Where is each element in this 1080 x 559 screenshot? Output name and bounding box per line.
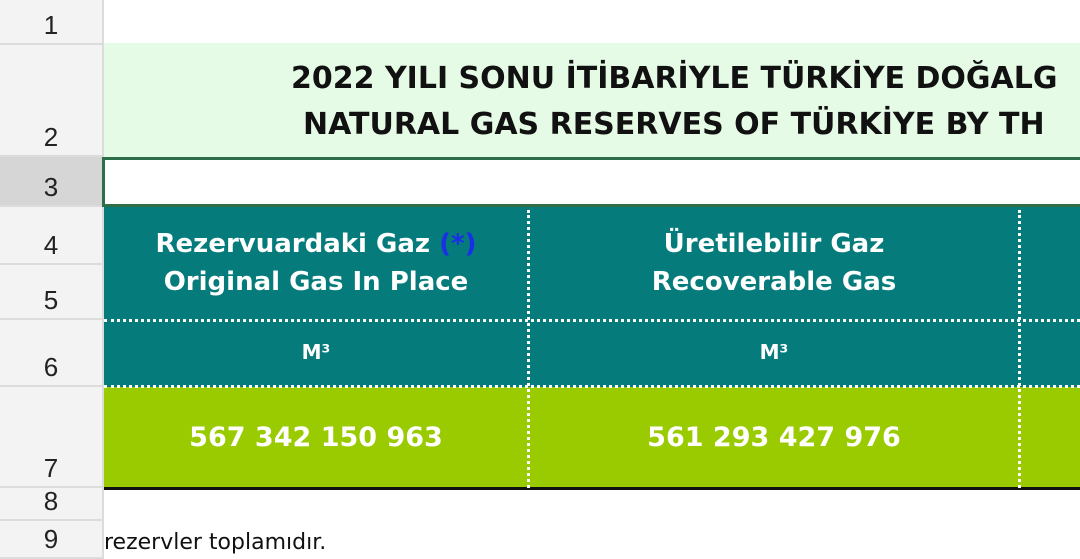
col-a-value[interactable]: 567 342 150 963: [189, 422, 443, 453]
row-header-1[interactable]: 1: [0, 0, 104, 45]
col-b-value[interactable]: 561 293 427 976: [647, 422, 901, 453]
col-a-header-en: Original Gas In Place: [163, 267, 469, 297]
col-b-header[interactable]: Üretilebilir Gaz Recoverable Gas: [528, 225, 1020, 301]
col-a-unit[interactable]: M³: [301, 340, 331, 364]
col-a-header-tr: Rezervuardaki Gaz: [155, 229, 431, 259]
col-b-unit[interactable]: M³: [759, 340, 789, 364]
row-divider: [104, 385, 1080, 388]
bottom-border: [104, 487, 1080, 490]
row-header-6[interactable]: 6: [0, 320, 104, 387]
row-header-5[interactable]: 5: [0, 265, 104, 320]
row-header-7[interactable]: 7: [0, 387, 104, 488]
footnote-text[interactable]: rezervler toplamıdır.: [104, 530, 327, 555]
title-tr: 2022 YILI SONU İTİBARİYLE TÜRKİYE DOĞALG: [291, 61, 1058, 96]
row-header-2[interactable]: 2: [0, 45, 104, 157]
row-header-3[interactable]: 3: [0, 157, 104, 207]
footnote-mark: (*): [439, 229, 477, 259]
row-header-8[interactable]: 8: [0, 486, 104, 521]
row-divider: [104, 319, 1080, 322]
title-cell[interactable]: 2022 YILI SONU İTİBARİYLE TÜRKİYE DOĞALG…: [104, 43, 1080, 157]
column-divider: [1018, 210, 1021, 488]
header-band: [104, 207, 1080, 387]
row-header-9[interactable]: 9: [0, 521, 104, 559]
col-a-header[interactable]: Rezervuardaki Gaz (*) Original Gas In Pl…: [104, 225, 528, 301]
title-en: NATURAL GAS RESERVES OF TÜRKİYE BY TH: [303, 107, 1045, 142]
column-divider: [527, 210, 530, 488]
selected-row-3[interactable]: [102, 157, 1080, 207]
col-b-header-en: Recoverable Gas: [651, 267, 897, 297]
row-header-4[interactable]: 4: [0, 207, 104, 265]
col-b-header-tr: Üretilebilir Gaz: [663, 229, 885, 259]
value-band: [104, 387, 1080, 488]
